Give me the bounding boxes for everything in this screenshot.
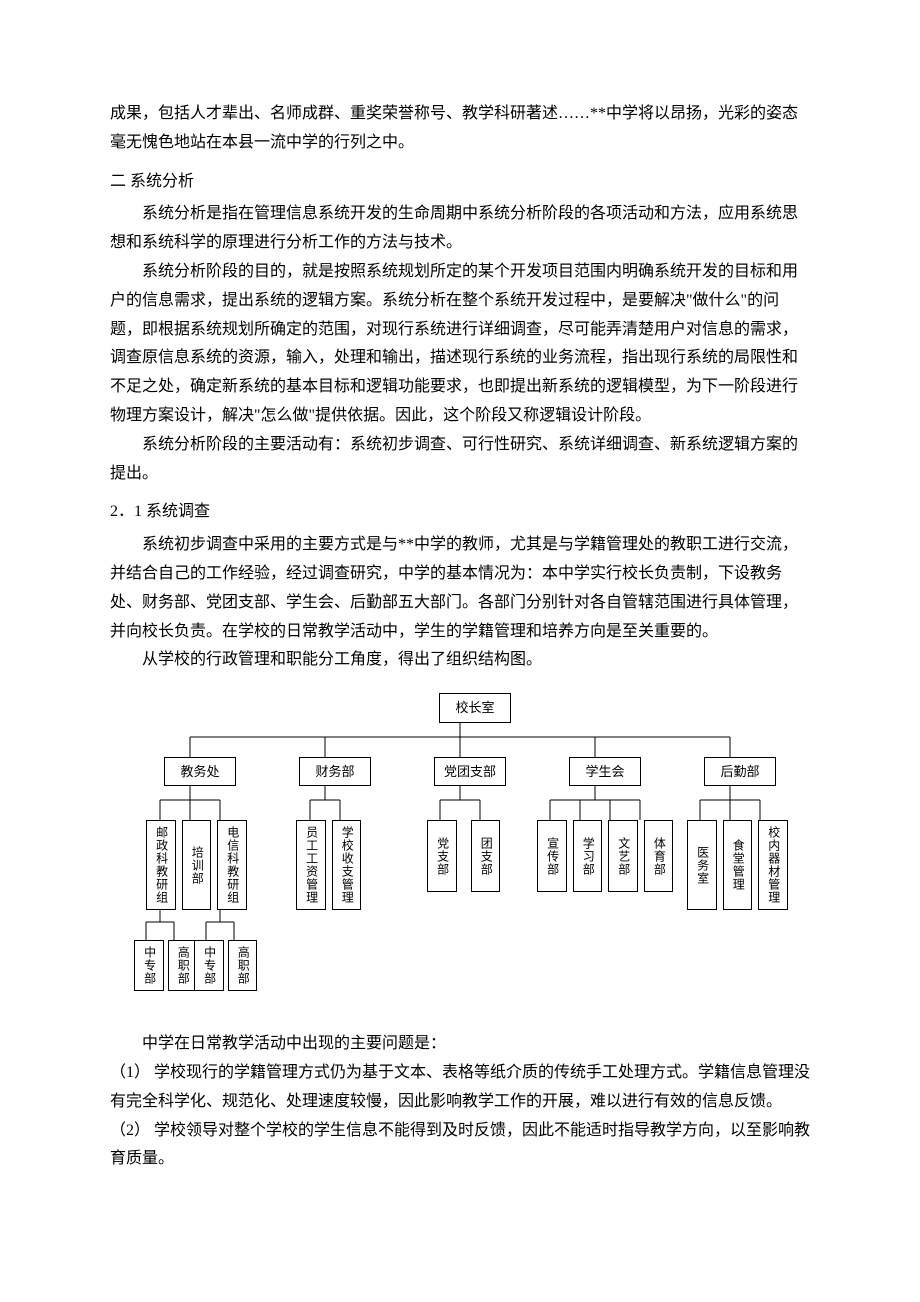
dept-houqin: 后勤部 [704,757,776,787]
org-chart: 校长室 教务处 财务部 党团支部 学生会 后勤部 [140,693,810,1000]
sub-s1-1: 高职部 [168,940,198,991]
leaf-g3-1: 团支部 [471,820,501,892]
leaf-g3-0: 党支部 [427,820,457,892]
section-2-1-title: 2．1 系统调查 [110,498,810,527]
leaf-g2-1: 学校收支管理 [332,820,362,910]
problem-2: （2） 学校领导对整个学校的学生信息不能得到及时反馈，因此不能适时指导教学方向，… [110,1117,810,1175]
leaf-g1-0: 邮政科教研组 [146,820,176,910]
dept-caiwu: 财务部 [299,757,371,787]
section-2-p2: 系统分析阶段的目的，就是按照系统规划所定的某个开发项目范围内明确系统开发的目标和… [110,258,810,431]
leaf-g5-2: 校内器材管理 [758,820,788,910]
leaf-g5-1: 食堂管理 [723,820,753,910]
problem-1: （1） 学校现行的学籍管理方式仍为基于文本、表格等纸介质的传统手工处理方式。学籍… [110,1059,810,1117]
intro-paragraph: 成果，包括人才辈出、名师成群、重奖荣誉称号、教学科研著述……**中学将以昂扬，光… [110,100,810,158]
leaf-g4-0: 宣传部 [537,820,567,892]
section-2-1-p1: 系统初步调查中采用的主要方式是与**中学的教师，尤其是与学籍管理处的教职工进行交… [110,531,810,646]
connector-depts-leaves [140,786,780,820]
leaf-g4-2: 文艺部 [608,820,638,892]
dept-jiaowu: 教务处 [164,757,236,787]
leaf-g5-0: 医务室 [687,820,717,910]
leaf-g4-3: 体育部 [644,820,674,892]
leaf-g4-1: 学习部 [573,820,603,892]
org-root: 校长室 [439,693,511,723]
connector-root-depts [140,723,780,757]
leaf-g1-2: 电信科教研组 [217,820,247,910]
problems-intro: 中学在日常教学活动中出现的主要问题是： [110,1030,810,1059]
sub-s2-0: 中专部 [194,940,224,991]
section-2-1-p2: 从学校的行政管理和职能分工角度，得出了组织结构图。 [110,646,810,675]
section-2-p1: 系统分析是指在管理信息系统开发的生命周期中系统分析阶段的各项活动和方法，应用系统… [110,200,810,258]
leaf-g2-0: 员工工资管理 [296,820,326,910]
leaf-g1-1: 培训部 [182,820,212,910]
sub-s1-0: 中专部 [134,940,164,991]
connector-leaves-subs [140,910,780,940]
sub-s2-1: 高职部 [228,940,258,991]
dept-xueshenghui: 学生会 [569,757,641,787]
section-2-p3: 系统分析阶段的主要活动有：系统初步调查、可行性研究、系统详细调查、新系统逻辑方案… [110,431,810,489]
section-2-title: 二 系统分析 [110,168,810,197]
dept-dangtuan: 党团支部 [434,757,506,787]
